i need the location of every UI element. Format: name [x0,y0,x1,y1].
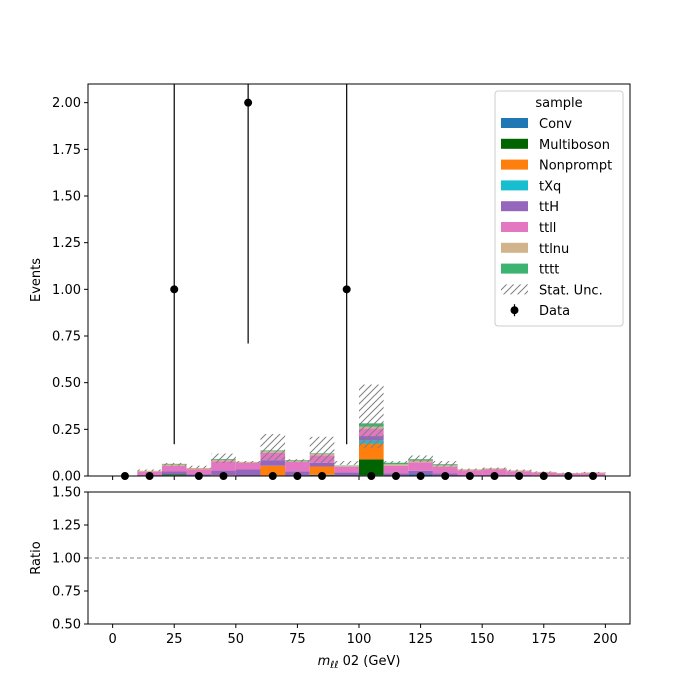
legend-label-multiboson: Multiboson [539,138,610,153]
x-tick-label-0: 0 [108,632,116,647]
legend-swatch-ttlnu [501,242,528,253]
bar-ttlnu-bin-9 [334,465,359,467]
legend-swatch-tth [501,201,528,212]
legend-swatch-data [510,306,519,315]
stat-unc-band-bin-8 [309,436,335,463]
legend-swatch-conv [501,118,528,128]
bar-nonprompt-bin-6 [260,465,286,476]
ratio-y-tick-label-1: 0.75 [52,585,81,600]
bar-tth-bin-2 [161,471,187,475]
legend-label-nonprompt: Nonprompt [539,159,612,174]
main-y-tick-label-3: 0.75 [52,330,81,345]
stat-unc-band-bin-1 [137,469,162,472]
main-y-tick-label-5: 1.25 [52,236,81,251]
x-tick-label-2: 50 [228,632,245,647]
stat-unc-band-bin-12 [408,455,433,462]
stat-unc-band-bin-10 [359,384,384,448]
stat-unc-band-bin-13 [432,461,458,467]
legend: sample Conv Multiboson Nonprompt tXq ttH ttll… [494,90,624,327]
x-tick-label-3: 75 [289,632,306,647]
bar-multiboson-bin-10 [359,459,384,476]
x-tick-label-6: 150 [470,632,495,647]
bar-ttll-bin-9 [334,466,359,473]
x-axis-label: mℓℓ 02 (GeV) [318,654,401,671]
main-y-ticks: 0.00 0.25 0.50 0.75 1.00 1.25 1.50 1.75 2.00 [52,96,88,485]
ratio-y-tick-label-3: 1.25 [52,519,81,534]
legend-label-stat-unc-: Stat. Unc. [539,283,603,298]
x-tick-label-7: 175 [531,632,556,647]
ratio-y-tick-label-4: 1.50 [52,486,81,501]
legend-label-ttll: ttll [539,221,556,236]
ratio-y-tick-label-0: 0.50 [52,618,81,633]
legend-swatch-nonprompt [501,159,528,170]
legend-swatch-ttll [501,222,528,232]
bar-tth-bin-8 [309,462,335,467]
legend-swatch-txq [501,180,528,191]
main-y-tick-label-1: 0.25 [52,423,81,438]
legend-label-data: Data [539,304,570,319]
bar-ttll-bin-5 [235,462,261,470]
data-points [120,84,598,480]
stat-unc-band-bin-7 [285,459,310,462]
bar-tth-bin-5 [235,469,261,476]
data-point-9 [342,285,351,294]
bar-ttll-bin-12 [408,462,433,471]
main-y-tick-label-4: 1.00 [52,283,81,298]
main-y-tick-label-7: 1.75 [52,143,81,158]
stat-unc-band-bin-16 [506,469,532,472]
x-tick-label-1: 25 [166,632,183,647]
data-point-5 [244,98,253,107]
stat-unc-band-bin-2 [161,462,187,466]
legend-swatch-tttt [501,263,528,274]
legend-label-conv: Conv [539,117,572,132]
x-tick-label-5: 125 [408,632,433,647]
ratio-panel: 0.50 0.75 1.00 1.25 1.50 0 25 50 75 100 125 150 175… [29,486,631,671]
stat-unc-band-bin-4 [211,453,236,463]
legend-title: sample [535,96,582,111]
bar-ttll-bin-3 [186,469,212,475]
bar-ttlnu-bin-11 [383,464,409,466]
ratio-y-axis-label: Ratio [29,541,44,574]
main-x-ticks [112,476,606,480]
bar-multiboson-bin-2 [161,474,187,476]
legend-label-txq: tXq [539,179,561,194]
stat-unc-band-bin-9 [334,461,359,465]
stat-unc-band-bin-3 [186,465,212,469]
main-y-tick-label-0: 0.00 [52,470,81,485]
legend-label-tttt: tttt [539,263,559,278]
stat-unc-band-bin-14 [457,468,483,471]
bar-ttll-bin-13 [432,466,458,474]
bar-ttll-bin-2 [161,465,187,472]
ratio-x-ticks: 0 25 50 75 100 125 150 175 200 [108,624,618,647]
legend-items: Conv Multiboson Nonprompt tXq ttH ttll ttlnu tt… [501,117,612,319]
bar-tth-bin-9 [334,472,359,476]
x-tick-label-8: 200 [593,632,618,647]
ratio-y-tick-label-2: 1.00 [52,552,81,567]
data-point-2 [170,285,179,294]
stat-unc-band-bin-11 [383,461,409,464]
legend-label-ttlnu: ttlnu [539,242,569,257]
legend-swatch-multiboson [501,138,528,149]
bar-ttlnu-bin-3 [186,467,212,470]
main-y-tick-label-2: 0.50 [52,376,81,391]
main-y-tick-label-8: 2.00 [52,96,81,111]
ratio-y-ticks: 0.50 0.75 1.00 1.25 1.50 [52,486,88,633]
bar-tth-bin-6 [260,460,286,466]
x-tick-label-4: 100 [347,632,372,647]
stat-unc-bands [137,384,606,474]
bar-ttll-bin-11 [383,465,409,474]
legend-label-tth: ttH [539,200,559,215]
bar-ttll-bin-4 [211,461,236,471]
ratio-panel-frame [87,491,631,625]
legend-swatch-stat-unc- [501,284,528,295]
stat-unc-band-bin-17 [531,471,557,473]
main-y-tick-label-6: 1.50 [52,190,81,205]
stat-unc-band-bin-6 [260,434,286,461]
bar-ttll-bin-7 [285,462,310,472]
main-y-axis-label: Events [29,258,44,302]
stat-unc-band-bin-15 [482,467,507,470]
stat-unc-band-bin-5 [235,461,261,463]
bar-nonprompt-bin-8 [309,466,335,475]
